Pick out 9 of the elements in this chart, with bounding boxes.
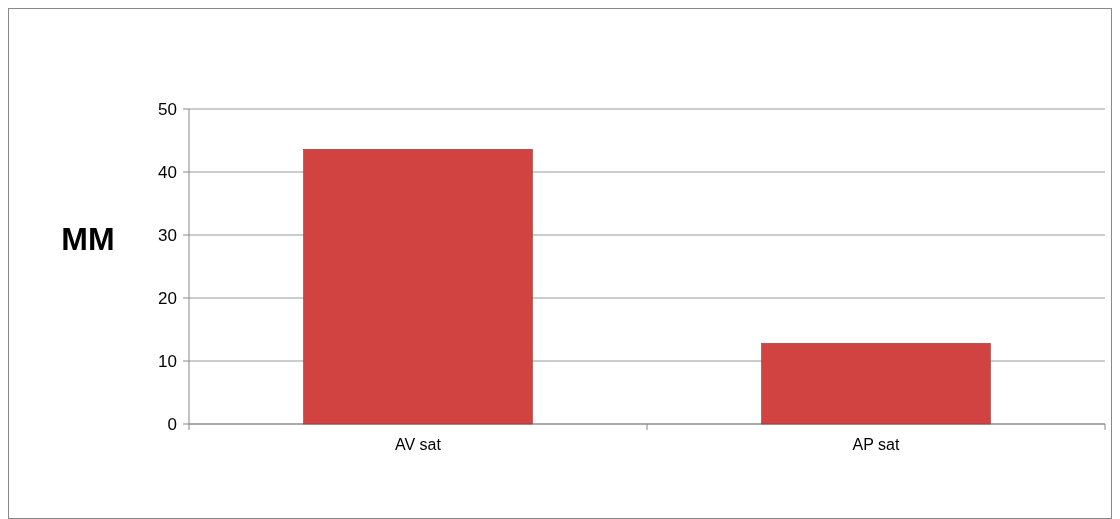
- y-tick-label: 50: [158, 99, 177, 119]
- y-tick-label: 0: [167, 414, 177, 434]
- y-tick-label: 20: [158, 288, 177, 308]
- x-tick-label: AP sat: [852, 436, 900, 453]
- y-tick-label: 40: [158, 162, 177, 182]
- x-tick-label: AV sat: [395, 436, 442, 453]
- y-tick-label: 30: [158, 225, 177, 245]
- y-tick-label: 10: [158, 351, 177, 371]
- y-axis-title: MM: [61, 220, 115, 257]
